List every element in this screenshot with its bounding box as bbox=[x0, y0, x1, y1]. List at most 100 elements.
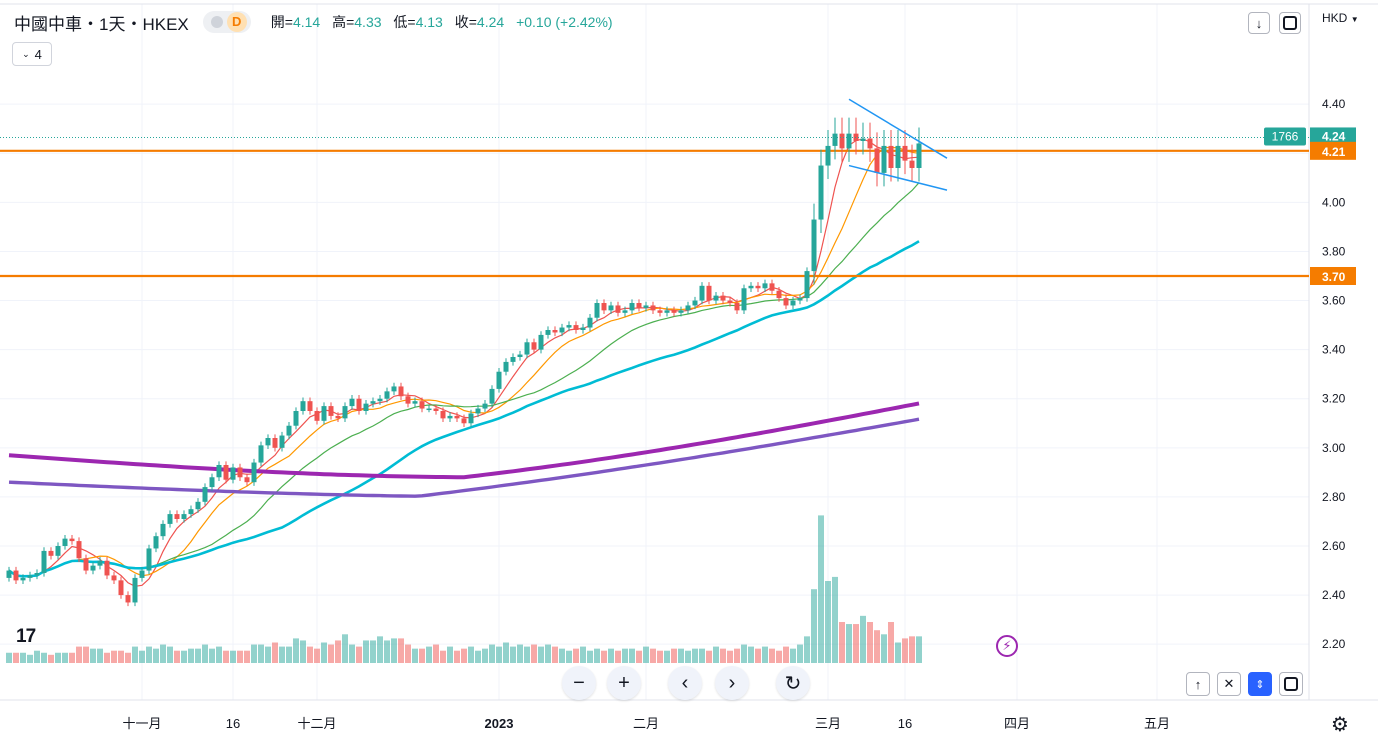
auto-scale-button[interactable]: ⇕ bbox=[1248, 672, 1272, 696]
candle-body bbox=[258, 445, 264, 463]
candle-body bbox=[279, 435, 285, 448]
volume-bar bbox=[90, 648, 96, 663]
volume-bar bbox=[244, 650, 250, 663]
time-axis[interactable]: 十一月 16 十二月 2023 二月 三月 16 四月 五月 bbox=[122, 716, 1170, 731]
candle-body bbox=[342, 406, 348, 419]
candle-body bbox=[272, 438, 278, 448]
price-axis[interactable]: 4.404.204.003.803.603.403.203.002.802.60… bbox=[1322, 97, 1346, 651]
candle-body bbox=[566, 325, 572, 328]
volume-bar bbox=[104, 652, 110, 663]
candle-body bbox=[321, 406, 327, 421]
candle-body bbox=[797, 298, 803, 301]
volume-bar bbox=[776, 650, 782, 663]
volume-bar bbox=[461, 648, 467, 663]
candle-body bbox=[62, 538, 68, 546]
minus-icon: − bbox=[573, 671, 585, 694]
scroll-left-button[interactable]: ‹ bbox=[668, 666, 702, 700]
volume-bar bbox=[55, 652, 61, 663]
price-tick-label: 4.40 bbox=[1322, 97, 1346, 111]
lightning-icon[interactable]: ⚡ bbox=[996, 635, 1018, 657]
candle-body bbox=[370, 401, 376, 404]
chevron-down-icon: ▼ bbox=[1350, 15, 1359, 24]
volume-bars bbox=[6, 515, 922, 663]
close-button[interactable]: ✕ bbox=[1217, 672, 1241, 696]
fit-screen-button[interactable] bbox=[1279, 672, 1303, 696]
last-price-label: 4.24 bbox=[1322, 129, 1346, 143]
volume-bar bbox=[41, 652, 47, 663]
flag-trendlines[interactable] bbox=[848, 98, 948, 191]
scroll-right-button[interactable]: › bbox=[715, 666, 749, 700]
candle-body bbox=[41, 550, 47, 573]
candle-body bbox=[811, 219, 817, 272]
flag-lower-trendline[interactable] bbox=[848, 164, 948, 191]
settings-gear-icon[interactable]: ⚙ bbox=[1331, 714, 1349, 736]
download-button[interactable]: ↓ bbox=[1248, 12, 1270, 34]
volume-bar bbox=[251, 644, 257, 663]
candle-body bbox=[230, 467, 236, 480]
volume-bar bbox=[125, 652, 131, 663]
candle-body bbox=[90, 565, 96, 571]
candle-body bbox=[713, 295, 719, 301]
volume-bar bbox=[216, 646, 222, 663]
volume-bar bbox=[874, 630, 880, 663]
candle-body bbox=[573, 325, 579, 330]
scroll-to-top-button[interactable]: ↑ bbox=[1186, 672, 1210, 696]
volume-bar bbox=[321, 642, 327, 663]
candle-body bbox=[909, 160, 915, 168]
indicators-toggle[interactable]: ⌄ 4 bbox=[12, 42, 52, 66]
currency-selector[interactable]: HKD ▼ bbox=[1322, 11, 1359, 25]
candle-body bbox=[405, 396, 411, 404]
close-value: 4.24 bbox=[476, 14, 505, 30]
candle-body bbox=[664, 310, 670, 313]
horizontal-levels[interactable] bbox=[0, 149, 1309, 278]
candle-body bbox=[251, 462, 257, 483]
volume-bar bbox=[811, 589, 817, 663]
candle-body bbox=[748, 285, 754, 289]
volume-bar bbox=[853, 624, 859, 663]
volume-bar bbox=[48, 654, 54, 663]
volume-bar bbox=[503, 642, 509, 663]
candle-body bbox=[286, 425, 292, 436]
candle-body bbox=[517, 354, 523, 357]
volume-bar bbox=[839, 622, 845, 663]
candle-body bbox=[48, 550, 54, 556]
reset-chart-button[interactable]: ↻ bbox=[776, 666, 810, 700]
candle-body bbox=[629, 303, 635, 311]
candle-body bbox=[916, 143, 922, 168]
open-label: 開= bbox=[270, 14, 293, 30]
candle-body bbox=[587, 317, 593, 328]
price-tick-label: 3.60 bbox=[1322, 294, 1346, 308]
candle-body bbox=[601, 303, 607, 311]
candle-body bbox=[706, 285, 712, 301]
interval-badge[interactable]: D bbox=[202, 11, 251, 33]
volume-bar bbox=[426, 646, 432, 663]
volume-bar bbox=[608, 648, 614, 663]
low-label: 低= bbox=[393, 14, 416, 30]
close-label: 收= bbox=[454, 14, 477, 30]
candle-body bbox=[510, 357, 516, 362]
volume-bar bbox=[62, 652, 68, 663]
candle-body bbox=[20, 577, 26, 581]
time-tick-label: 四月 bbox=[1004, 716, 1030, 731]
price-tick-label: 2.20 bbox=[1322, 637, 1346, 651]
volume-bar bbox=[517, 644, 523, 663]
volume-bar bbox=[433, 644, 439, 663]
volume-bar bbox=[286, 646, 292, 663]
volume-bar bbox=[314, 648, 320, 663]
chevron-left-icon: ‹ bbox=[681, 671, 689, 694]
flag-upper-trendline[interactable] bbox=[848, 98, 948, 159]
zoom-out-button[interactable]: − bbox=[562, 666, 596, 700]
volume-bar bbox=[111, 650, 117, 663]
symbol-title[interactable]: 中國中車・1天・HKEX bbox=[14, 14, 189, 34]
volume-bar bbox=[692, 648, 698, 663]
candle-body bbox=[69, 538, 75, 542]
volume-bar bbox=[356, 646, 362, 663]
volume-bar bbox=[370, 640, 376, 663]
fullscreen-button[interactable] bbox=[1279, 12, 1301, 34]
fullscreen-icon bbox=[1283, 16, 1297, 30]
volume-bar bbox=[454, 650, 460, 663]
zoom-in-button[interactable]: + bbox=[607, 666, 641, 700]
candle-body bbox=[650, 305, 656, 311]
candle-body bbox=[174, 514, 180, 519]
